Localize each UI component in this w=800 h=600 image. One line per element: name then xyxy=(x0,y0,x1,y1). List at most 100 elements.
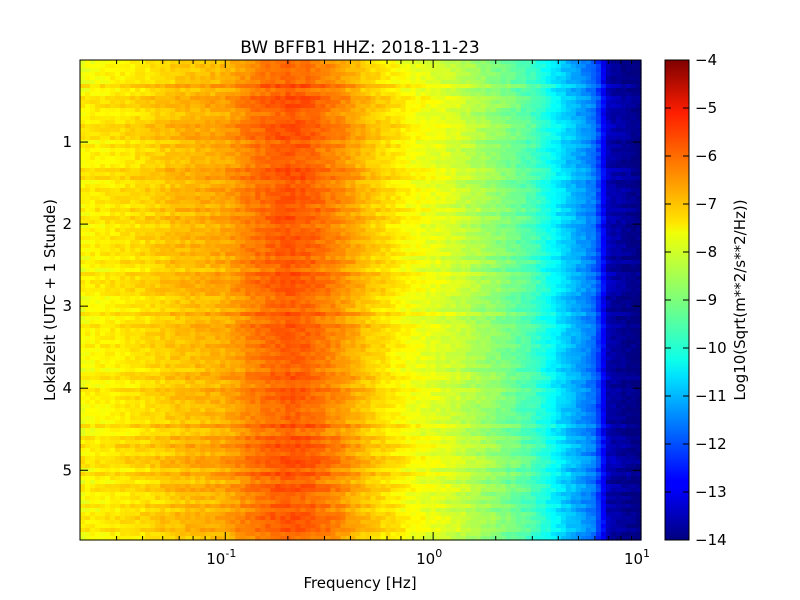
heatmap-cell xyxy=(285,320,291,325)
heatmap-cell xyxy=(225,272,231,277)
heatmap-cell xyxy=(150,296,156,301)
heatmap-cell xyxy=(255,232,261,237)
heatmap-cell xyxy=(125,348,131,353)
heatmap-cell xyxy=(80,68,86,73)
heatmap-cell xyxy=(170,476,176,481)
heatmap-cell xyxy=(230,424,236,429)
heatmap-cell xyxy=(240,344,246,349)
heatmap-cell xyxy=(115,200,121,205)
heatmap-cell xyxy=(165,456,171,461)
heatmap-cell xyxy=(155,72,161,77)
heatmap-cell xyxy=(160,232,166,237)
heatmap-cell xyxy=(255,108,261,113)
heatmap-cell xyxy=(160,468,166,473)
heatmap-cell xyxy=(110,360,116,365)
heatmap-cell xyxy=(155,396,161,401)
heatmap-cell xyxy=(110,532,116,537)
heatmap-cell xyxy=(200,164,206,169)
heatmap-cell xyxy=(140,140,146,145)
heatmap-cell xyxy=(175,236,181,241)
heatmap-cell xyxy=(190,120,196,125)
heatmap-cell xyxy=(220,92,226,97)
heatmap-cell xyxy=(280,260,286,265)
heatmap-cell xyxy=(85,84,91,89)
heatmap-cell xyxy=(280,364,286,369)
heatmap-cell xyxy=(280,152,286,157)
heatmap-cell xyxy=(145,480,151,485)
heatmap-cell xyxy=(100,416,106,421)
heatmap-cell xyxy=(95,480,101,485)
heatmap-cell xyxy=(120,232,126,237)
heatmap-cell xyxy=(275,124,281,129)
heatmap-cell xyxy=(100,156,106,161)
heatmap-cell xyxy=(165,200,171,205)
heatmap-cell xyxy=(245,352,251,357)
heatmap-cell xyxy=(200,416,206,421)
heatmap-cell xyxy=(115,428,121,433)
heatmap-cell xyxy=(200,420,206,425)
heatmap-cell xyxy=(240,208,246,213)
heatmap-cell xyxy=(205,516,211,521)
heatmap-cell xyxy=(140,316,146,321)
heatmap-cell xyxy=(240,316,246,321)
heatmap-cell xyxy=(105,192,111,197)
heatmap-cell xyxy=(80,168,86,173)
heatmap-cell xyxy=(145,168,151,173)
heatmap-cell xyxy=(155,164,161,169)
heatmap-cell xyxy=(280,96,286,101)
heatmap-cell xyxy=(275,476,281,481)
heatmap-cell xyxy=(165,488,171,493)
heatmap-cell xyxy=(120,392,126,397)
heatmap-cell xyxy=(275,284,281,289)
heatmap-cell xyxy=(220,468,226,473)
heatmap-cell xyxy=(120,88,126,93)
heatmap-cell xyxy=(255,168,261,173)
heatmap-cell xyxy=(95,448,101,453)
heatmap-cell xyxy=(120,372,126,377)
heatmap-cell xyxy=(155,68,161,73)
heatmap-cell xyxy=(85,156,91,161)
heatmap-cell xyxy=(105,460,111,465)
heatmap-cell xyxy=(115,88,121,93)
heatmap-cell xyxy=(95,376,101,381)
heatmap-cell xyxy=(225,80,231,85)
heatmap-cell xyxy=(240,360,246,365)
heatmap-cell xyxy=(230,520,236,525)
heatmap-cell xyxy=(110,516,116,521)
heatmap-cell xyxy=(220,496,226,501)
heatmap-cell xyxy=(190,244,196,249)
heatmap-cell xyxy=(130,356,136,361)
heatmap-cell xyxy=(135,68,141,73)
heatmap-cell xyxy=(190,424,196,429)
heatmap-cell xyxy=(90,520,96,525)
heatmap-cell xyxy=(160,128,166,133)
heatmap-cell xyxy=(260,364,266,369)
heatmap-cell xyxy=(155,364,161,369)
heatmap-cell xyxy=(115,172,121,177)
heatmap-cell xyxy=(160,344,166,349)
heatmap-cell xyxy=(165,308,171,313)
heatmap-cell xyxy=(100,68,106,73)
heatmap-cell xyxy=(100,424,106,429)
heatmap-cell xyxy=(215,208,221,213)
heatmap-cell xyxy=(100,224,106,229)
heatmap-cell xyxy=(230,384,236,389)
heatmap-cell xyxy=(165,216,171,221)
heatmap-cell xyxy=(255,320,261,325)
heatmap-cell xyxy=(250,368,256,373)
heatmap-cell xyxy=(110,272,116,277)
heatmap-cell xyxy=(190,308,196,313)
heatmap-cell xyxy=(170,160,176,165)
heatmap-cell xyxy=(150,180,156,185)
heatmap-cell xyxy=(210,228,216,233)
heatmap-cell xyxy=(200,272,206,277)
heatmap-cell xyxy=(245,72,251,77)
heatmap-cell xyxy=(205,76,211,81)
heatmap-cell xyxy=(265,256,271,261)
heatmap-cell xyxy=(95,148,101,153)
heatmap-cell xyxy=(145,528,151,533)
heatmap-cell xyxy=(100,212,106,217)
heatmap-cell xyxy=(125,84,131,89)
heatmap-cell xyxy=(195,472,201,477)
heatmap-cell xyxy=(210,500,216,505)
